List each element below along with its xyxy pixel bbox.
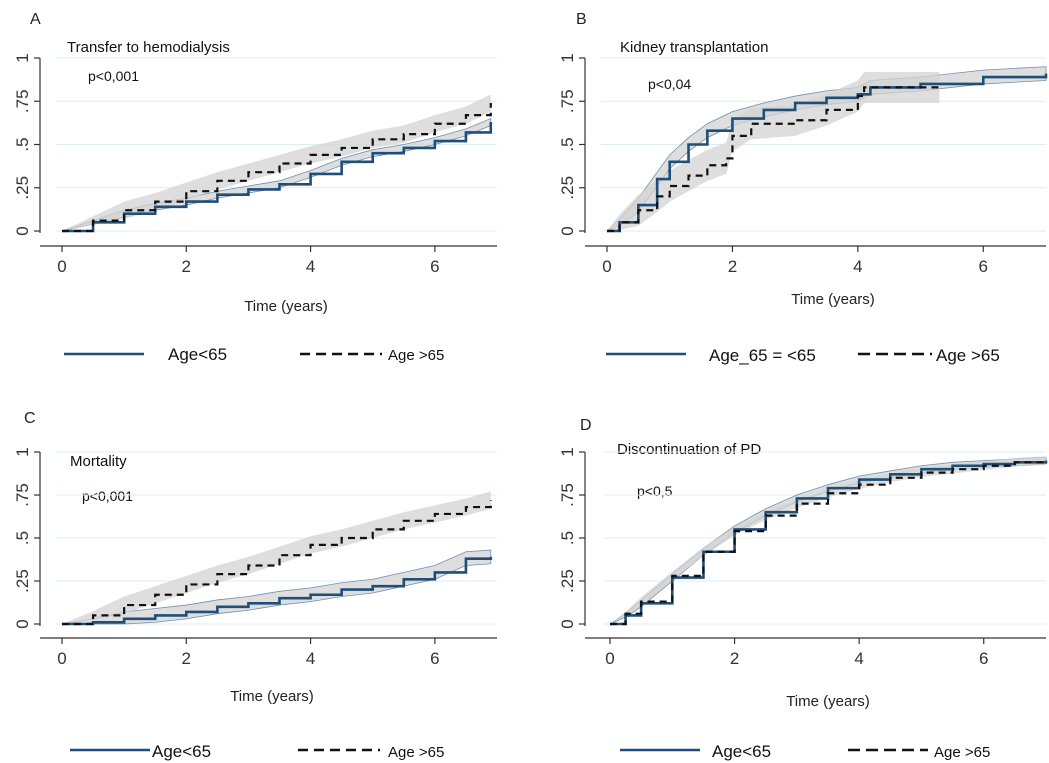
legend-label-age-gt65: Age >65	[388, 744, 444, 761]
panel-a-y-tick-label: .25	[13, 176, 32, 200]
panel-a-x-tick-label: 6	[430, 257, 439, 276]
panel-a-y-tick-label: 1	[13, 53, 32, 62]
panel-d-x-tick-label: 2	[730, 649, 739, 668]
panel-b-plot-area: 0 .25 .5 .75 1 0 2 4 6	[558, 53, 1048, 276]
panel-a-x-axis-title: Time (years)	[244, 298, 328, 315]
panel-c-plot-area: 0 .25 .5 .75 1 0 2 4 6	[13, 447, 497, 668]
panel-c-y-tick-label: .75	[13, 483, 32, 507]
panel-a-ci-band	[62, 94, 491, 231]
panel-b-ci-band	[607, 71, 940, 231]
panel-a-transfer-to-hemodialysis: A Transfer to hemodialysis p<0,001 Time …	[13, 11, 497, 364]
panel-d-series-age-gt65	[610, 460, 1048, 626]
legend-label-age-lt65: Age<65	[168, 345, 227, 364]
panel-d-x-tick-label: 6	[979, 649, 988, 668]
panel-b-x-tick-label: 0	[602, 257, 611, 276]
panel-letter-d: D	[580, 417, 592, 434]
panel-d-y-tick-label: .75	[558, 483, 577, 507]
panel-a-series-age-gt65	[62, 102, 492, 233]
panel-a-x-tick-label: 4	[306, 257, 315, 276]
panel-a-x-tick-label: 0	[57, 257, 66, 276]
panel-d-y-tick-label: 0	[558, 619, 577, 628]
panel-d-x-axis-title: Time (years)	[786, 693, 870, 710]
panel-d-y-tick-label: .5	[558, 531, 577, 545]
panel-c-x-tick-label: 6	[430, 649, 439, 668]
legend-label-age-lt65: Age<65	[152, 742, 211, 761]
panel-d-x-tick-label: 0	[605, 649, 614, 668]
panel-c-x-tick-label: 0	[57, 649, 66, 668]
panel-a-p-value: p<0,001	[88, 68, 139, 84]
panel-c-ci-band	[62, 491, 491, 624]
panel-b-x-tick-label: 2	[728, 257, 737, 276]
panel-b-y-tick-label: .25	[558, 176, 577, 200]
panel-a-x-tick-label: 2	[182, 257, 191, 276]
panel-b-y-tick-label: .5	[558, 137, 577, 151]
panel-a-y-tick-label: 0	[13, 226, 32, 235]
panel-c-y-tick-label: 1	[13, 447, 32, 456]
panel-b-y-tick-label: .75	[558, 89, 577, 113]
panel-b-kidney-transplantation: B Kidney transplantation p<0,04 Time (ye…	[558, 11, 1048, 365]
panel-c-p-value: p<0,001	[82, 488, 133, 504]
legend-label-age-gt65: Age >65	[934, 744, 990, 761]
panel-a-plot-area: 0 .25 .5 .75 1 0 2 4 6	[13, 53, 497, 276]
panel-b-x-tick-label: 4	[853, 257, 862, 276]
panel-letter-b: B	[576, 11, 587, 28]
legend-label-age-lt65: Age_65 = <65	[709, 346, 816, 365]
legend-label-age-gt65: Age >65	[388, 347, 444, 364]
panel-b-x-axis-title: Time (years)	[791, 291, 875, 308]
panel-a-legend: Age<65 Age >65	[64, 345, 444, 364]
panel-b-p-value: p<0,04	[648, 76, 691, 92]
panel-c-series-age-gt65	[62, 500, 492, 626]
panel-c-x-tick-label: 4	[306, 649, 315, 668]
panel-c-mortality: C Mortality p<0,001 Time (years) 0 .25 .5.…	[13, 410, 497, 761]
legend-label-age-gt65: Age >65	[936, 346, 1000, 365]
panel-b-y-tick-label: 1	[558, 53, 577, 62]
panel-d-discontinuation-of-pd: D Discontinuation of PD p<0,5 Time (year…	[558, 417, 1048, 761]
panel-d-ci-band	[610, 456, 1046, 624]
panel-b-title: Kidney transplantation	[620, 39, 768, 56]
panel-d-title: Discontinuation of PD	[617, 441, 761, 458]
panel-b-legend: Age_65 = <65 Age >65	[606, 346, 1000, 365]
panel-d-p-value: p<0,5	[637, 483, 673, 499]
panel-a-title: Transfer to hemodialysis	[67, 39, 230, 56]
panel-c-series-age-lt65	[62, 556, 493, 626]
panel-a-y-tick-label: .5	[13, 137, 32, 151]
panel-a-series-age-lt65	[62, 122, 493, 233]
panel-b-series-age-gt65	[607, 86, 940, 233]
panel-c-title: Mortality	[70, 453, 127, 470]
panel-d-y-tick-label: .25	[558, 569, 577, 593]
panel-c-y-tick-label: .25	[13, 569, 32, 593]
panel-c-x-axis-title: Time (years)	[230, 688, 314, 705]
panel-c-x-tick-label: 2	[182, 649, 191, 668]
panel-d-x-tick-label: 4	[854, 649, 863, 668]
panel-a-y-tick-label: .75	[13, 89, 32, 113]
panel-c-y-tick-label: 0	[13, 619, 32, 628]
legend-label-age-lt65: Age<65	[712, 742, 771, 761]
panel-b-y-tick-label: 0	[558, 226, 577, 235]
panel-d-plot-area: 0 .25 .5 .75 1 0 2 4 6	[558, 447, 1048, 668]
panel-c-y-tick-label: .5	[13, 531, 32, 545]
panel-d-legend: Age<65 Age >65	[620, 742, 990, 761]
panel-c-legend: Age<65 Age >65	[70, 742, 444, 761]
panel-b-x-tick-label: 6	[979, 257, 988, 276]
panel-letter-a: A	[30, 11, 41, 28]
panel-d-y-tick-label: 1	[558, 447, 577, 456]
panel-letter-c: C	[24, 410, 36, 427]
panel-d-ci-band	[609, 456, 1047, 625]
